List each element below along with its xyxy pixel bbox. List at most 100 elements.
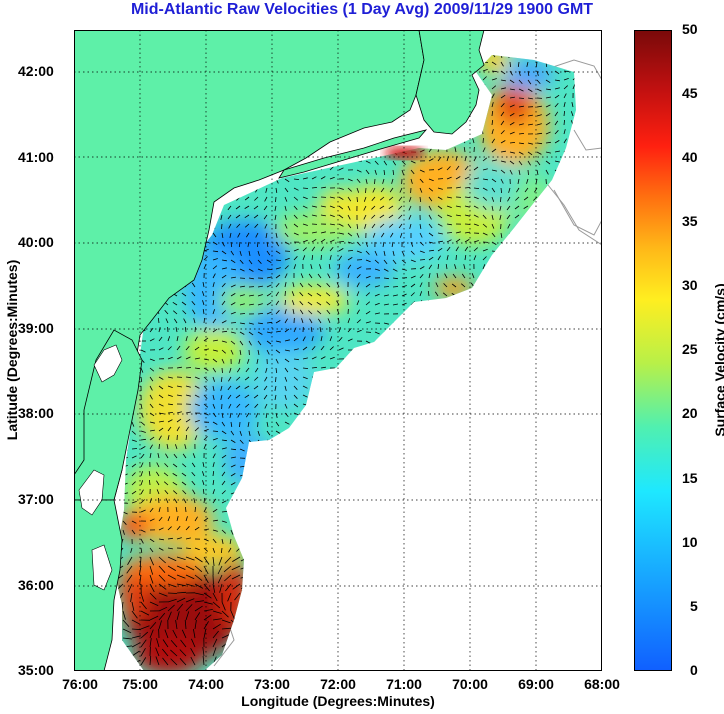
velocity-arrow <box>149 615 159 621</box>
velocity-arrow <box>156 480 160 486</box>
velocity-arrow <box>329 336 333 342</box>
velocity-arrow <box>217 565 223 575</box>
velocity-arrow <box>509 113 515 117</box>
velocity-arrow <box>536 142 543 145</box>
velocity-arrow <box>383 303 389 306</box>
velocity-arrow <box>237 412 241 418</box>
velocity-arrow <box>229 538 232 544</box>
velocity-arrow <box>437 156 442 162</box>
velocity-arrow <box>452 273 457 279</box>
velocity-arrow <box>149 394 153 400</box>
velocity-arrow <box>410 275 416 279</box>
velocity-arrow <box>320 336 323 342</box>
velocity-arrow <box>284 339 290 342</box>
velocity-arrow <box>284 328 290 333</box>
velocity-arrow <box>221 511 228 513</box>
velocity-arrow <box>409 223 412 229</box>
velocity-arrow <box>155 656 160 666</box>
velocity-arrow <box>164 489 169 495</box>
lon-tick: 74:00 <box>188 676 224 692</box>
velocity-arrow <box>275 232 278 238</box>
velocity-arrow <box>356 241 361 246</box>
velocity-arrow <box>202 300 205 306</box>
velocity-arrow <box>308 310 313 315</box>
velocity-arrow <box>473 187 480 189</box>
velocity-arrow <box>173 310 178 315</box>
velocity-arrow <box>230 268 236 271</box>
velocity-arrow <box>410 241 414 247</box>
velocity-arrow <box>257 259 262 264</box>
velocity-arrow <box>419 178 424 183</box>
velocity-arrow <box>131 619 141 625</box>
velocity-arrow <box>300 273 304 279</box>
velocity-arrow <box>158 367 164 370</box>
velocity-arrow <box>316 301 322 306</box>
velocity-arrow <box>221 340 227 343</box>
velocity-arrow <box>162 639 169 648</box>
velocity-arrow <box>401 268 407 271</box>
velocity-arrow <box>284 299 286 306</box>
velocity-arrow <box>149 479 151 486</box>
velocity-arrow <box>238 358 241 364</box>
velocity-arrow <box>491 159 497 162</box>
velocity-arrow <box>329 223 335 226</box>
velocity-arrow <box>140 547 143 553</box>
velocity-arrow <box>482 137 484 144</box>
velocity-arrow <box>257 340 262 346</box>
velocity-arrow <box>491 85 497 90</box>
velocity-arrow <box>264 403 268 409</box>
velocity-arrow <box>356 291 360 297</box>
lon-tick: 69:00 <box>518 676 554 692</box>
velocity-arrow <box>244 394 250 399</box>
velocity-arrow <box>255 412 259 418</box>
velocity-arrow <box>491 93 495 99</box>
velocity-arrow <box>419 291 423 297</box>
velocity-arrow <box>293 223 299 228</box>
velocity-arrow <box>374 312 380 315</box>
velocity-arrow <box>320 366 326 369</box>
velocity-arrow <box>221 349 226 354</box>
velocity-arrow <box>363 214 367 220</box>
velocity-arrow <box>527 79 532 85</box>
velocity-arrow <box>212 300 215 306</box>
velocity-arrow <box>563 129 566 135</box>
velocity-arrow <box>482 187 488 191</box>
velocity-arrow <box>509 142 516 144</box>
velocity-arrow <box>536 105 542 108</box>
velocity-arrow <box>527 151 533 156</box>
velocity-arrow <box>464 231 470 234</box>
y-axis-label: Latitude (Degrees:Minutes) <box>4 259 20 441</box>
velocity-arrow <box>419 259 426 261</box>
velocity-arrow <box>307 283 313 288</box>
velocity-arrow <box>202 655 205 666</box>
velocity-arrow <box>554 150 560 153</box>
velocity-arrow <box>320 345 325 351</box>
velocity-arrow <box>293 327 297 333</box>
velocity-arrow <box>436 273 439 279</box>
velocity-arrow <box>239 448 245 452</box>
velocity-arrow <box>191 282 196 288</box>
velocity-arrow <box>229 232 232 238</box>
velocity-arrow <box>275 187 278 193</box>
velocity-arrow <box>157 317 160 324</box>
velocity-arrow <box>212 547 216 553</box>
velocity-arrow <box>202 471 205 477</box>
velocity-arrow <box>275 267 281 270</box>
velocity-arrow <box>230 482 236 486</box>
velocity-arrow <box>302 214 308 218</box>
velocity-arrow <box>374 259 379 264</box>
velocity-arrow <box>284 421 290 425</box>
velocity-arrow <box>284 273 288 279</box>
velocity-arrow <box>212 385 215 391</box>
velocity-arrow <box>518 97 525 99</box>
velocity-arrow <box>185 418 191 423</box>
velocity-arrow <box>491 78 497 81</box>
velocity-arrow <box>437 232 443 235</box>
velocity-arrow <box>173 490 178 495</box>
velocity-arrow <box>527 70 530 76</box>
velocity-arrow <box>203 547 208 552</box>
velocity-arrow <box>356 196 358 203</box>
velocity-arrow <box>302 336 306 342</box>
velocity-arrow <box>563 138 567 144</box>
velocity-arrow <box>176 411 182 414</box>
